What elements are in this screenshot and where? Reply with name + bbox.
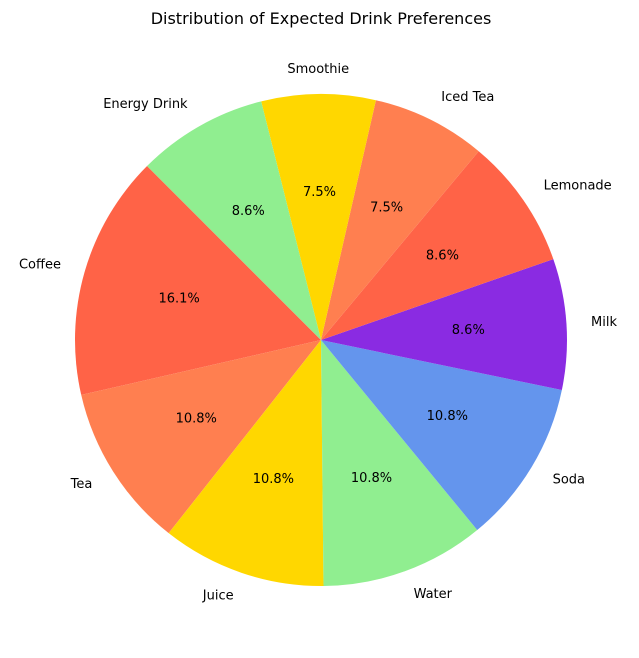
- slice-percent-label: 10.8%: [351, 471, 392, 486]
- slice-label: Milk: [591, 315, 617, 330]
- slice-label: Smoothie: [287, 62, 349, 77]
- slice-percent-label: 10.8%: [176, 411, 217, 426]
- chart-title: Distribution of Expected Drink Preferenc…: [151, 9, 492, 28]
- slice-iced-tea: [321, 100, 479, 340]
- slice-percent-label: 7.5%: [370, 200, 403, 215]
- slice-label: Iced Tea: [441, 90, 494, 105]
- pie-labels: Coffee 16.1% Tea 10.8% Juice 10.8% Water 10.8% S…: [19, 62, 618, 604]
- slice-label: Coffee: [19, 258, 61, 273]
- slice-label: Water: [414, 587, 453, 602]
- slice-percent-label: 8.6%: [426, 249, 459, 264]
- slice-percent-label: 10.8%: [253, 472, 294, 487]
- slice-tea: [81, 340, 321, 534]
- slice-water: [321, 340, 478, 586]
- pie-slices: [74, 94, 567, 586]
- slice-label: Soda: [553, 472, 585, 487]
- slice-label: Tea: [70, 477, 93, 492]
- slice-coffee: [74, 166, 322, 395]
- slice-percent-label: 7.5%: [303, 185, 336, 200]
- slice-percent-label: 10.8%: [427, 409, 468, 424]
- slice-percent-label: 8.6%: [452, 323, 485, 338]
- slice-lemonade: [321, 151, 554, 340]
- slice-soda: [321, 340, 562, 531]
- slice-label: Energy Drink: [103, 97, 188, 112]
- slice-milk: [321, 259, 567, 391]
- slice-label: Juice: [202, 589, 234, 604]
- slice-smoothie: [261, 94, 376, 340]
- slice-juice: [168, 340, 324, 586]
- slice-label: Lemonade: [544, 179, 612, 194]
- slice-percent-label: 16.1%: [158, 292, 199, 307]
- slice-percent-label: 8.6%: [232, 204, 265, 219]
- slice-energy-drink: [147, 101, 321, 341]
